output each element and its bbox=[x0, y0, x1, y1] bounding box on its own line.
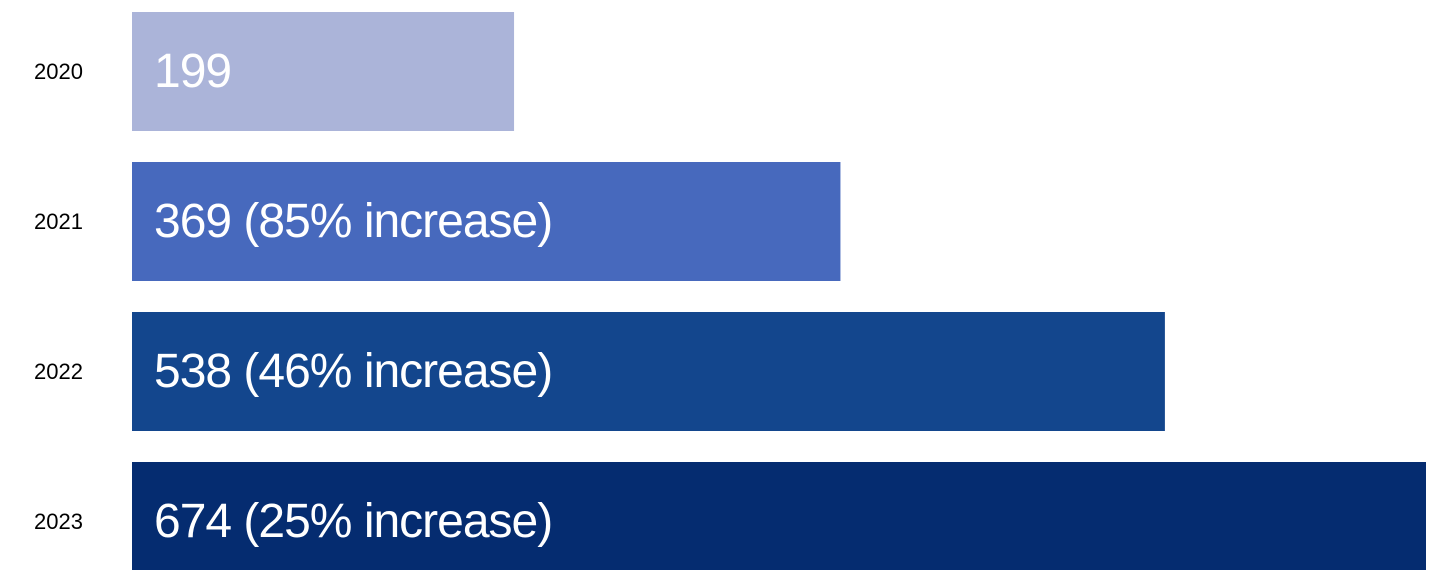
category-label-2022: 2022 bbox=[34, 359, 83, 384]
data-label-2023: 674 (25% increase) bbox=[154, 495, 552, 548]
bars-group: 2020 199 2021 369 (85% increase) 2022 538 (46… bbox=[34, 12, 1426, 570]
bar-2020 bbox=[132, 12, 515, 131]
data-label-2022: 538 (46% increase) bbox=[154, 345, 552, 398]
data-label-2020: 199 bbox=[154, 45, 231, 98]
category-label-2021: 2021 bbox=[34, 209, 83, 234]
category-label-2023: 2023 bbox=[34, 509, 83, 534]
data-label-2021: 369 (85% increase) bbox=[154, 195, 552, 248]
bar-2022 bbox=[132, 312, 1165, 431]
category-label-2020: 2020 bbox=[34, 59, 83, 84]
bar-2021 bbox=[132, 162, 841, 281]
bar-2023 bbox=[132, 462, 1426, 570]
